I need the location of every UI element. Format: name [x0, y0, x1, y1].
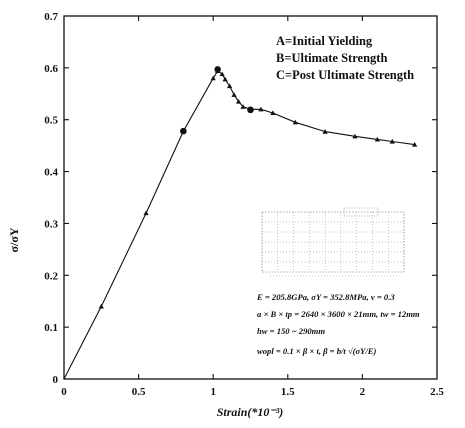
data-point-marker — [98, 303, 104, 309]
x-tick-label: 1 — [210, 386, 216, 398]
series-line — [63, 70, 415, 380]
key-point-c — [247, 106, 254, 114]
legend-entry-c: C=Post Ultimate Strength — [276, 68, 414, 82]
data-point-marker — [227, 83, 233, 89]
data-point-marker — [143, 210, 149, 216]
annotation-line-1: E = 205.8GPa, σY = 352.8MPa, ν = 0.3 — [256, 292, 395, 302]
data-point-marker — [352, 133, 358, 139]
data-point-marker — [240, 104, 246, 109]
y-tick-label: 0.5 — [44, 115, 58, 127]
legend-entry-b: B=Ultimate Strength — [276, 51, 387, 65]
key-point-b — [214, 66, 221, 73]
data-point-marker — [210, 75, 216, 81]
x-axis-label: Strain(*10⁻³) — [217, 405, 284, 419]
data-point-marker — [258, 106, 264, 112]
plot-frame — [63, 15, 438, 380]
data-point-marker — [389, 138, 395, 144]
x-tick-label: 0.5 — [132, 386, 146, 398]
x-tick-label: 1.5 — [281, 386, 295, 398]
data-point-marker — [231, 92, 237, 97]
y-tick-label: 0.2 — [44, 270, 58, 282]
annotation-line-3: hw = 150 ~ 290mm — [257, 326, 325, 336]
axis-ticks: 0 0.5 1 1.5 2 2.5 0 0.1 0.2 0.3 0.4 0.5 0.6 0.7 — [44, 11, 444, 398]
data-point-marker — [219, 71, 225, 77]
data-point-marker — [322, 129, 328, 134]
data-point-marker — [412, 142, 418, 147]
annotation-line-4: wopl = 0.1 × β × t, β = b/t √(σY/E) — [257, 346, 377, 356]
key-points-group — [180, 66, 254, 135]
y-tick-label: 0.6 — [44, 63, 58, 75]
legend-entry-a: A=Initial Yielding — [276, 34, 373, 48]
key-point-a — [180, 127, 187, 135]
y-tick-label: 0.4 — [44, 167, 58, 179]
mesh-stiffener — [343, 207, 379, 217]
data-point-marker — [292, 119, 298, 125]
material-properties: E = 205.8GPa, σY = 352.8MPa, ν = 0.3 a ×… — [256, 292, 420, 356]
data-point-marker — [270, 110, 276, 116]
y-tick-label: 0.7 — [44, 11, 58, 23]
x-tick-label: 2 — [360, 386, 366, 398]
x-tick-label: 0 — [61, 386, 67, 398]
legend: A=Initial Yielding B=Ultimate Strength C… — [276, 34, 414, 82]
y-tick-label: 0.1 — [44, 322, 58, 334]
y-tick-label: 0 — [53, 374, 59, 386]
fe-mesh-model-icon — [261, 207, 405, 277]
data-point-marker — [222, 76, 228, 82]
annotation-line-2: a × B × tp = 2640 × 3600 × 21mm, tw = 12… — [257, 309, 420, 319]
x-tick-label: 2.5 — [430, 386, 444, 398]
series-group — [63, 68, 418, 380]
data-point-marker — [374, 136, 380, 142]
data-point-marker — [235, 98, 242, 104]
y-axis-label: σ/σY — [7, 227, 21, 252]
y-tick-label: 0.3 — [44, 218, 58, 230]
